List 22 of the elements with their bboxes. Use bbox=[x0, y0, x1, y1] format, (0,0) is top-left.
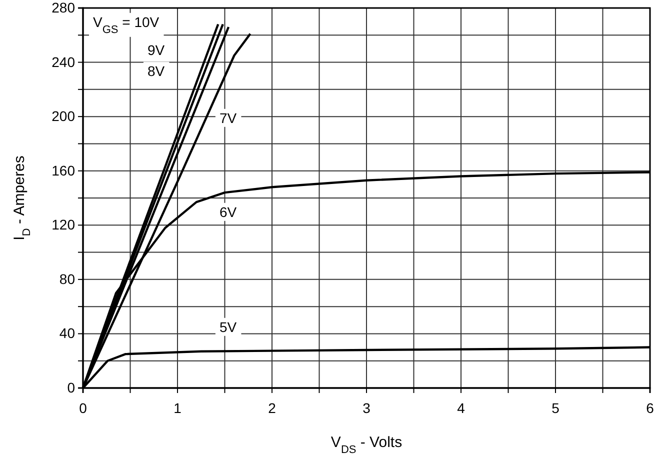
y-tick-label: 80 bbox=[59, 270, 76, 287]
x-tick-label: 0 bbox=[79, 400, 88, 416]
series-label: 6V bbox=[219, 204, 238, 220]
x-tick-label: 3 bbox=[362, 400, 371, 416]
y-tick-label: 120 bbox=[52, 216, 76, 233]
y-tick-label: 200 bbox=[52, 108, 76, 124]
y-tick-label: 280 bbox=[52, 0, 76, 16]
series-label: 7V bbox=[219, 110, 238, 126]
x-tick-label: 4 bbox=[457, 400, 466, 416]
x-tick-label: 6 bbox=[646, 400, 654, 416]
annotation: 8V bbox=[147, 62, 166, 79]
x-tick-label: 5 bbox=[552, 400, 560, 416]
y-tick-label: 40 bbox=[59, 325, 76, 342]
series-label: 5V bbox=[219, 318, 238, 335]
x-axis-title: V$_{DS}$ - Volts bbox=[330, 434, 402, 456]
y-tick-label: 160 bbox=[52, 162, 76, 178]
x-tick-label: 2 bbox=[268, 400, 276, 416]
annotation: 9V bbox=[147, 42, 166, 58]
x-tick-label: 1 bbox=[174, 400, 182, 416]
y-tick-label: 0 bbox=[67, 379, 76, 396]
y-tick-label: 240 bbox=[52, 54, 76, 70]
annotation: V$_{GS}$ = 10V bbox=[93, 14, 160, 36]
